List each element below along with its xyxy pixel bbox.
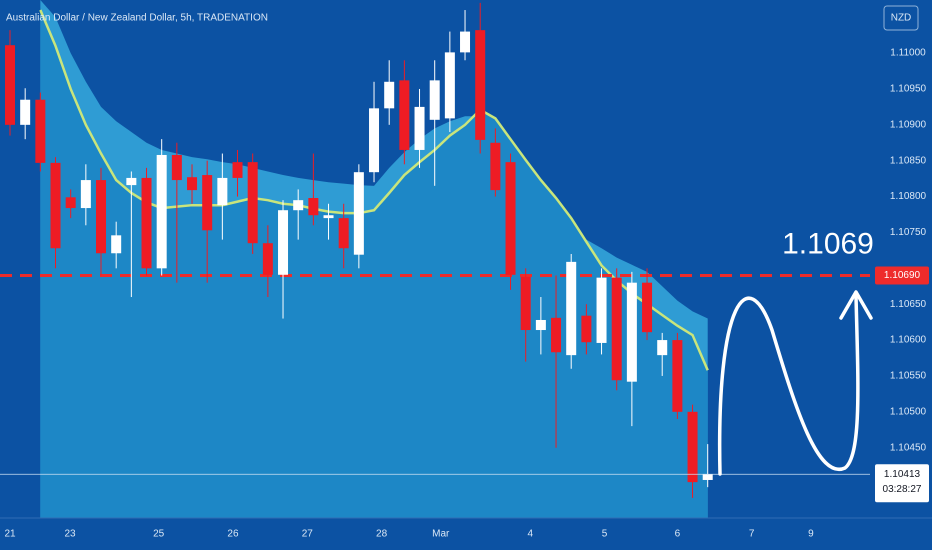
candle-body [626, 282, 637, 382]
price-label-box [875, 464, 929, 503]
candle-body [444, 52, 455, 119]
x-tick-label: 25 [153, 529, 165, 540]
x-axis-strip [0, 518, 932, 550]
candle-body [429, 80, 440, 120]
candle-body [247, 162, 258, 244]
candle-body [581, 315, 592, 343]
candle-body [202, 175, 213, 231]
candle-body [96, 180, 107, 254]
candle-body [642, 282, 653, 333]
y-tick-label: 1.10800 [890, 191, 927, 202]
y-tick-label: 1.10900 [890, 119, 927, 130]
y-tick-label: 1.10600 [890, 335, 927, 346]
candle-body [490, 142, 501, 191]
candle-body [5, 45, 16, 125]
candle-body [187, 177, 198, 191]
x-tick-label: 23 [65, 529, 77, 540]
y-tick-label: 1.11000 [890, 48, 926, 59]
x-tick-label: 27 [302, 529, 314, 540]
x-tick-label: 5 [602, 529, 608, 540]
candle-body [353, 172, 364, 255]
x-tick-label: Mar [432, 529, 450, 540]
candle-body [460, 31, 471, 53]
candle-body [323, 215, 334, 219]
target-annotation: 1.1069 [782, 227, 874, 260]
area [40, 10, 708, 519]
candle-body [65, 197, 76, 209]
candle-body [262, 243, 273, 275]
candle-body [156, 154, 167, 269]
candle-body [672, 340, 683, 412]
candle-body [399, 80, 410, 150]
currency-box[interactable] [883, 5, 919, 31]
y-tick-label: 1.10450 [890, 442, 927, 453]
countdown: 03:28:27 [883, 484, 922, 495]
y-tick-label: 1.10650 [890, 299, 927, 310]
candle-body [611, 277, 622, 381]
candle-body [35, 99, 46, 163]
y-tick-label: 1.10500 [890, 406, 927, 417]
target-label-box [875, 266, 929, 285]
x-tick-label: 21 [4, 529, 16, 540]
y-tick-label: 1.10750 [890, 227, 927, 238]
candle-body [293, 200, 304, 211]
candle-body [278, 210, 289, 275]
y-tick-label: 1.10550 [890, 371, 927, 382]
x-tick-label: 9 [808, 529, 814, 540]
drawn-arrow [717, 294, 860, 476]
candle-body [551, 317, 562, 353]
x-tick-label: 26 [227, 529, 239, 540]
x-tick-label: 6 [675, 529, 681, 540]
price-label: 1.10413 [884, 469, 921, 480]
x-tick-label: 28 [376, 529, 388, 540]
y-tick-label: 1.10850 [890, 155, 927, 166]
candle-body [369, 108, 380, 173]
candle-body [520, 276, 531, 331]
candle-body [687, 411, 698, 483]
plot-area [0, 0, 870, 519]
candle-body [217, 177, 228, 206]
candle-body [384, 81, 395, 109]
candle-body [475, 30, 486, 140]
candle-body [702, 474, 713, 480]
ma-line [39, 9, 709, 371]
y-tick-label: 1.10950 [890, 84, 927, 95]
arrow-head [839, 290, 873, 320]
candle-body [50, 162, 61, 249]
candle-body [126, 177, 137, 186]
candle-body [141, 177, 152, 269]
candle-body [535, 319, 546, 331]
candle-body [232, 162, 243, 178]
candle-body [566, 261, 577, 356]
candle-body [308, 198, 319, 216]
candle-body [338, 218, 349, 249]
x-tick-label: 4 [527, 529, 533, 540]
candle-body [414, 106, 425, 150]
candle-body [505, 162, 516, 275]
target-label: 1.10690 [884, 270, 921, 281]
candle-body [171, 154, 182, 181]
x-tick-label: 7 [749, 529, 755, 540]
chart-title: Australian Dollar / New Zealand Dollar, … [6, 13, 268, 24]
candle-body [80, 180, 91, 209]
candle-body [111, 235, 122, 254]
candle-body [596, 277, 607, 343]
candle-body [20, 99, 31, 125]
candle-body [657, 340, 668, 356]
currency[interactable]: NZD [891, 13, 912, 24]
